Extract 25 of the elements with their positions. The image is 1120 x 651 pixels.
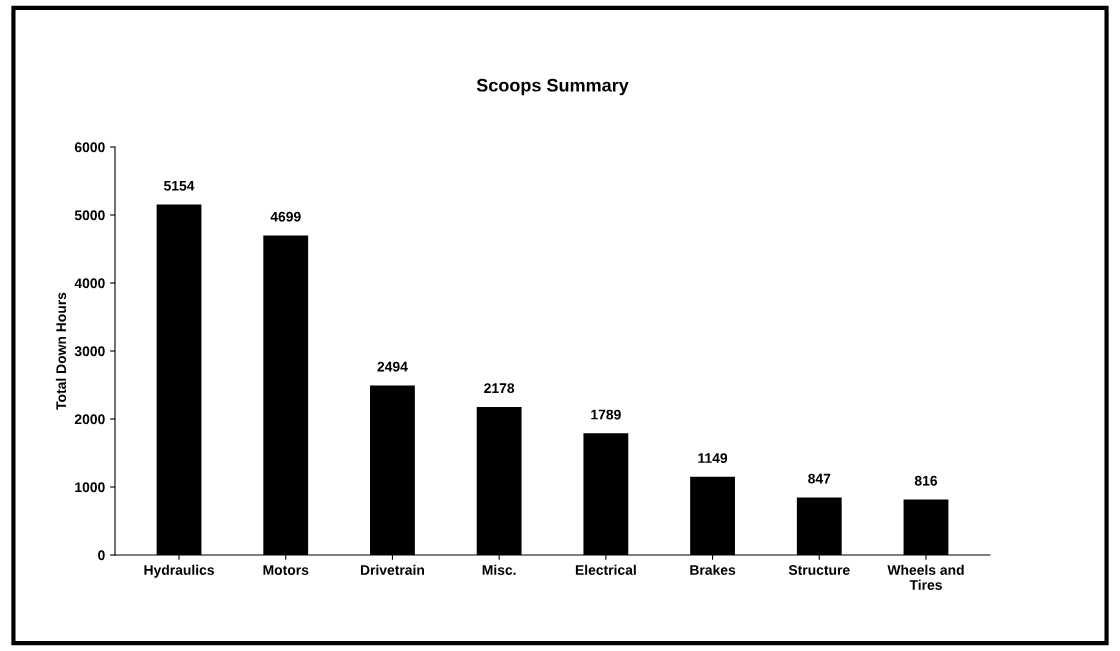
- y-tick-label: 5000: [74, 210, 105, 221]
- data-label: 4699: [270, 211, 301, 222]
- x-tick-label: Hydraulics: [144, 564, 214, 578]
- y-tick-label: 4000: [74, 278, 105, 289]
- x-tick-label: Drivetrain: [360, 564, 424, 575]
- x-tick-label: Brakes: [690, 564, 736, 575]
- data-label: 2494: [377, 361, 408, 372]
- y-tick-label: 1000: [75, 482, 105, 493]
- y-tick-label: 6000: [74, 142, 105, 153]
- y-tick-label: 3000: [74, 346, 105, 357]
- x-tick-label: Wheels and Tires: [887, 564, 964, 590]
- x-tick-label: Structure: [788, 565, 850, 575]
- data-label: 816: [914, 475, 938, 486]
- data-label: 2178: [484, 383, 515, 394]
- y-tick-label: 0: [98, 550, 105, 561]
- x-tick-label: Electrical: [575, 564, 636, 575]
- data-label: 5154: [164, 180, 195, 191]
- chart-title: Scoops Summary: [476, 78, 629, 96]
- x-tick-label: Motors: [263, 565, 309, 575]
- x-tick-label: Misc.: [482, 564, 516, 575]
- y-axis-title: Total Down Hours: [55, 292, 67, 410]
- data-label: 1789: [591, 409, 621, 420]
- data-label: 847: [808, 473, 831, 484]
- data-label: 1149: [698, 453, 728, 464]
- y-tick-label: 2000: [74, 414, 105, 425]
